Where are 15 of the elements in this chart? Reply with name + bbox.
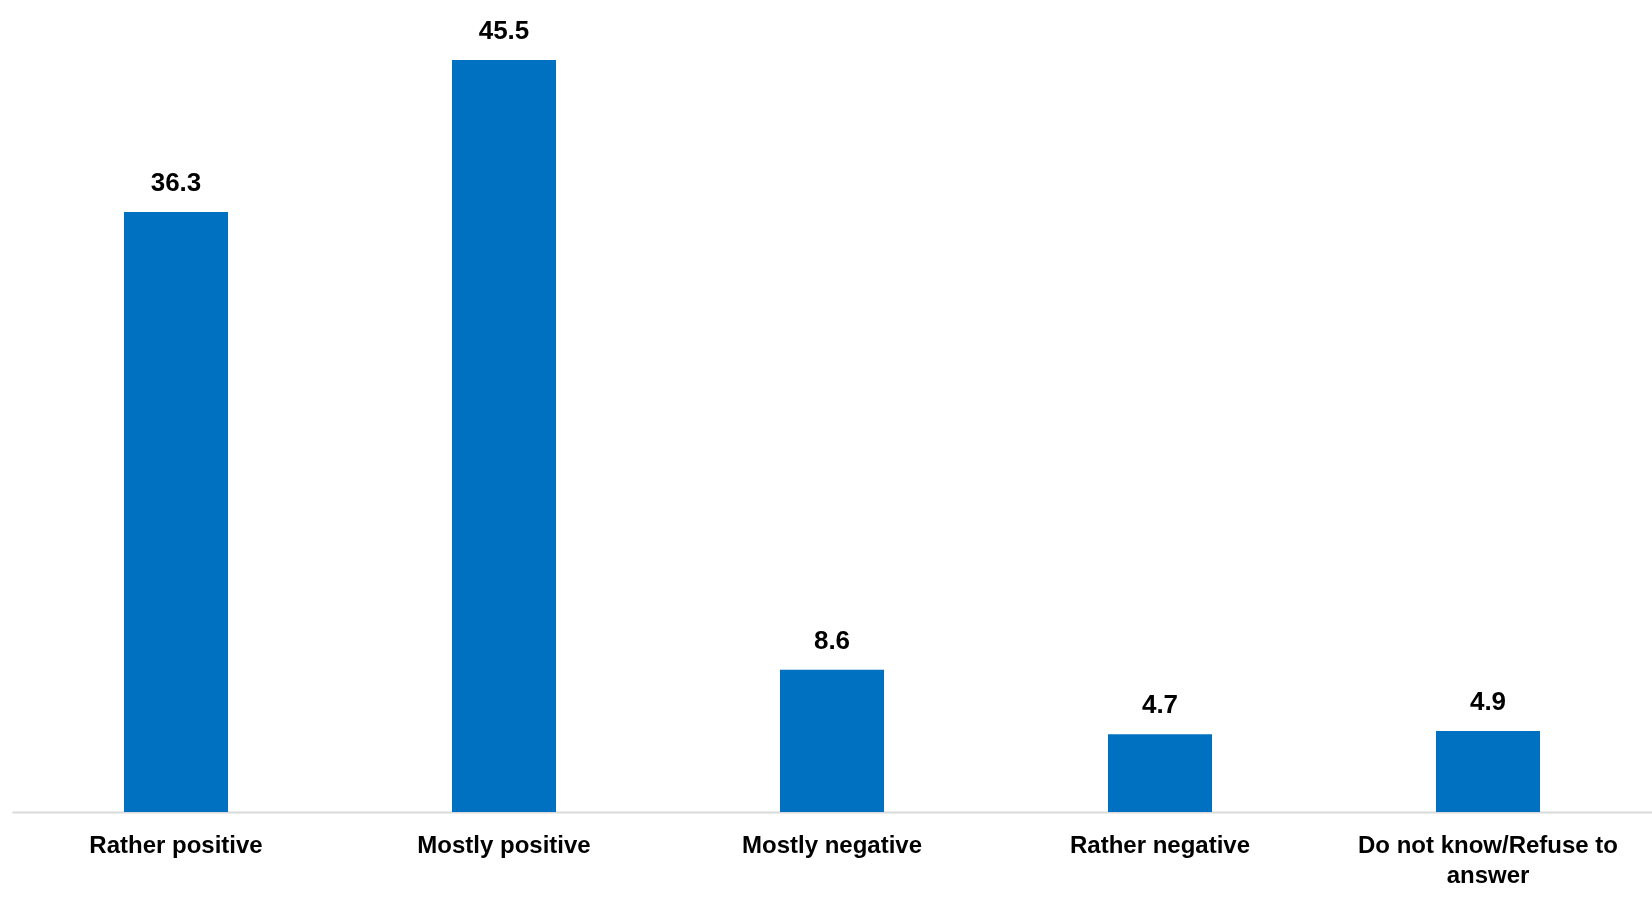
data-label: 8.6	[813, 624, 851, 655]
bar	[1108, 734, 1212, 812]
x-tick-label: Mostly positive	[417, 831, 591, 858]
data-label: 4.7	[1141, 689, 1179, 720]
x-tick-label: Do not know/Refuse to answer	[1358, 831, 1618, 888]
data-label: 45.5	[478, 15, 530, 45]
data-label: 4.9	[1469, 686, 1507, 717]
data-label: 36.3	[150, 167, 202, 198]
bar	[780, 669, 884, 812]
x-tick-label: Rather negative	[1069, 831, 1251, 858]
bar	[124, 212, 228, 812]
bar	[1436, 731, 1540, 812]
bar	[452, 60, 556, 812]
x-tick-label: Rather positive	[89, 831, 263, 858]
x-tick-label: Mostly negative	[741, 831, 923, 858]
